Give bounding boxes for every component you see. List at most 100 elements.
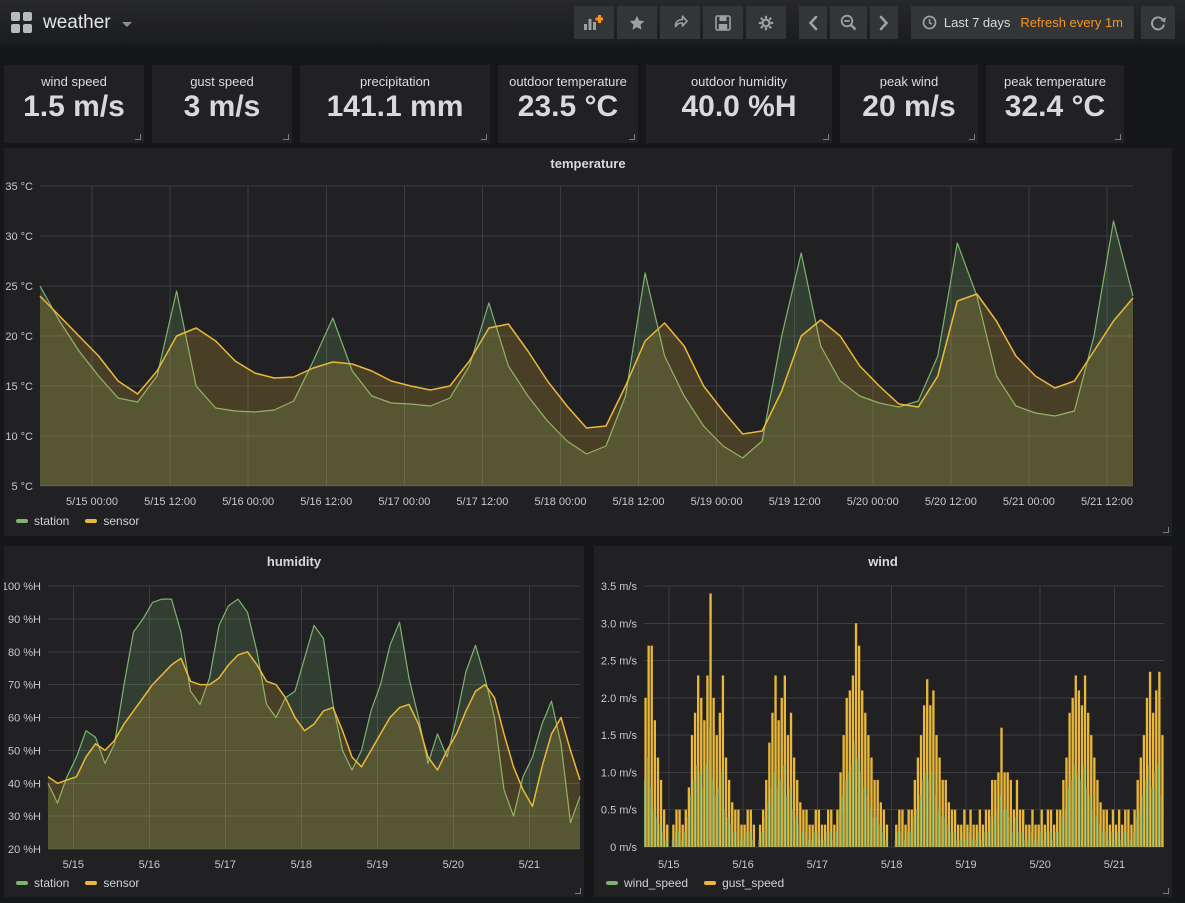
stat-value: 141.1 mm bbox=[300, 90, 490, 124]
series-label[interactable]: station bbox=[34, 876, 69, 890]
svg-text:5/15 00:00: 5/15 00:00 bbox=[66, 496, 118, 508]
legend-item-station[interactable]: station bbox=[16, 514, 69, 528]
time-range-label: Last 7 days bbox=[944, 15, 1011, 30]
svg-text:35 °C: 35 °C bbox=[5, 181, 33, 193]
legend-item-gust-speed[interactable]: gust_speed bbox=[704, 876, 784, 890]
series-label[interactable]: sensor bbox=[103, 876, 139, 890]
series-swatch[interactable] bbox=[606, 881, 618, 885]
stat-panel-outdoor-humidity: outdoor humidity 40.0 %H bbox=[646, 65, 832, 143]
svg-text:5/15: 5/15 bbox=[63, 859, 84, 871]
svg-text:5/18 12:00: 5/18 12:00 bbox=[613, 496, 665, 508]
star-dashboard-button[interactable] bbox=[617, 6, 657, 39]
resize-handle[interactable] bbox=[1163, 888, 1169, 894]
series-swatch[interactable] bbox=[85, 519, 97, 523]
svg-text:0 m/s: 0 m/s bbox=[610, 842, 637, 854]
humidity-plot[interactable]: 20 %H30 %H40 %H50 %H60 %H70 %H80 %H90 %H… bbox=[4, 546, 584, 897]
stat-panel-precipitation: precipitation 141.1 mm bbox=[300, 65, 490, 143]
svg-text:5/21 12:00: 5/21 12:00 bbox=[1081, 496, 1133, 508]
svg-text:70 %H: 70 %H bbox=[8, 680, 41, 692]
svg-text:5/15: 5/15 bbox=[658, 859, 679, 871]
wind-legend: wind_speed gust_speed bbox=[606, 876, 784, 890]
stat-value: 3 m/s bbox=[152, 90, 292, 124]
svg-text:5/16 12:00: 5/16 12:00 bbox=[300, 496, 352, 508]
svg-text:5/19 12:00: 5/19 12:00 bbox=[769, 496, 821, 508]
stat-title[interactable]: peak temperature bbox=[986, 65, 1124, 89]
svg-text:5/18: 5/18 bbox=[881, 859, 902, 871]
svg-text:5/21: 5/21 bbox=[1104, 859, 1125, 871]
svg-text:5/16: 5/16 bbox=[139, 859, 160, 871]
stat-value: 23.5 °C bbox=[498, 90, 638, 124]
stat-title[interactable]: outdoor humidity bbox=[646, 65, 832, 89]
series-swatch[interactable] bbox=[85, 881, 97, 885]
resize-handle[interactable] bbox=[823, 134, 829, 140]
svg-text:5/17 00:00: 5/17 00:00 bbox=[378, 496, 430, 508]
legend-item-sensor[interactable]: sensor bbox=[85, 514, 139, 528]
zoom-out-time-button[interactable] bbox=[830, 6, 867, 39]
refresh-button[interactable] bbox=[1141, 6, 1175, 39]
legend-item-sensor[interactable]: sensor bbox=[85, 876, 139, 890]
chevron-down-icon bbox=[122, 22, 132, 27]
stat-value: 32.4 °C bbox=[986, 90, 1124, 124]
svg-text:2.5 m/s: 2.5 m/s bbox=[601, 656, 638, 668]
svg-text:5/19: 5/19 bbox=[367, 859, 388, 871]
resize-handle[interactable] bbox=[629, 134, 635, 140]
legend-item-wind-speed[interactable]: wind_speed bbox=[606, 876, 688, 890]
zoom-out-icon bbox=[840, 14, 857, 31]
time-forward-button[interactable] bbox=[870, 6, 898, 39]
resize-handle[interactable] bbox=[969, 134, 975, 140]
series-label[interactable]: gust_speed bbox=[722, 876, 784, 890]
legend-item-station[interactable]: station bbox=[16, 876, 69, 890]
stat-panel-peak-temperature: peak temperature 32.4 °C bbox=[986, 65, 1124, 143]
resize-handle[interactable] bbox=[575, 888, 581, 894]
dashboard-settings-button[interactable] bbox=[746, 6, 786, 39]
svg-text:60 %H: 60 %H bbox=[8, 713, 41, 725]
time-picker[interactable]: Last 7 days Refresh every 1m bbox=[911, 6, 1134, 39]
series-swatch[interactable] bbox=[704, 881, 716, 885]
stat-title[interactable]: peak wind bbox=[840, 65, 978, 89]
resize-handle[interactable] bbox=[481, 134, 487, 140]
series-label[interactable]: wind_speed bbox=[624, 876, 688, 890]
time-back-button[interactable] bbox=[799, 6, 827, 39]
resize-handle[interactable] bbox=[283, 134, 289, 140]
temperature-plot[interactable]: 5 °C10 °C15 °C20 °C25 °C30 °C35 °C5/15 0… bbox=[4, 148, 1172, 536]
stat-title[interactable]: outdoor temperature bbox=[498, 65, 638, 89]
dashboard-title[interactable]: weather bbox=[43, 12, 111, 34]
series-label[interactable]: station bbox=[34, 514, 69, 528]
stat-panel-gust-speed: gust speed 3 m/s bbox=[152, 65, 292, 143]
grafana-apps-logo-icon[interactable] bbox=[11, 12, 32, 33]
stat-value: 20 m/s bbox=[840, 90, 978, 124]
add-panel-button[interactable] bbox=[574, 6, 614, 39]
svg-text:15 °C: 15 °C bbox=[5, 381, 33, 393]
series-swatch[interactable] bbox=[16, 881, 28, 885]
resize-handle[interactable] bbox=[1163, 527, 1169, 533]
series-swatch[interactable] bbox=[16, 519, 28, 523]
svg-text:30 °C: 30 °C bbox=[5, 231, 33, 243]
svg-text:25 °C: 25 °C bbox=[5, 281, 33, 293]
svg-text:10 °C: 10 °C bbox=[5, 431, 33, 443]
add-panel-icon bbox=[584, 15, 603, 31]
stat-panel-wind-speed: wind speed 1.5 m/s bbox=[4, 65, 144, 143]
refresh-interval-label: Refresh every 1m bbox=[1020, 15, 1123, 30]
dashboard-menu[interactable]: weather bbox=[0, 12, 574, 34]
stat-value: 40.0 %H bbox=[646, 90, 832, 124]
svg-text:90 %H: 90 %H bbox=[8, 614, 41, 626]
stat-title[interactable]: gust speed bbox=[152, 65, 292, 89]
share-dashboard-button[interactable] bbox=[660, 6, 700, 39]
stat-value: 1.5 m/s bbox=[4, 90, 144, 124]
wind-plot[interactable]: 0 m/s0.5 m/s1.0 m/s1.5 m/s2.0 m/s2.5 m/s… bbox=[594, 546, 1172, 897]
svg-text:5/17: 5/17 bbox=[807, 859, 828, 871]
save-icon bbox=[715, 15, 731, 31]
stat-title[interactable]: wind speed bbox=[4, 65, 144, 89]
resize-handle[interactable] bbox=[1115, 134, 1121, 140]
svg-text:5/16: 5/16 bbox=[732, 859, 753, 871]
svg-text:80 %H: 80 %H bbox=[8, 647, 41, 659]
svg-text:5/19 00:00: 5/19 00:00 bbox=[691, 496, 743, 508]
resize-handle[interactable] bbox=[135, 134, 141, 140]
temperature-legend: station sensor bbox=[16, 514, 139, 528]
svg-text:5/19: 5/19 bbox=[955, 859, 976, 871]
stat-title[interactable]: precipitation bbox=[300, 65, 490, 89]
gear-icon bbox=[758, 15, 774, 31]
save-dashboard-button[interactable] bbox=[703, 6, 743, 39]
svg-text:5/15 12:00: 5/15 12:00 bbox=[144, 496, 196, 508]
series-label[interactable]: sensor bbox=[103, 514, 139, 528]
